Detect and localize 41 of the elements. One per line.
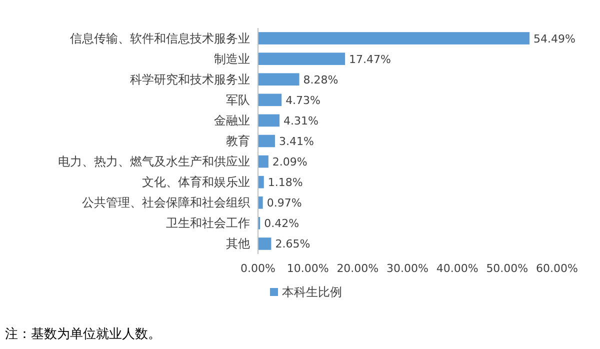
bar [258,52,346,65]
data-label: 0.97% [266,196,302,210]
bar [258,176,264,188]
bar [258,114,280,127]
x-tick-label: 20.00% [336,262,379,275]
y-tick-label: 金融业 [214,113,250,128]
y-tick-label: 信息传输、软件和信息技术服务业 [70,31,250,46]
y-tick-label: 军队 [226,92,250,107]
bar [258,134,275,148]
y-tick-label: 教育 [226,134,250,148]
data-label: 1.18% [268,176,303,190]
x-tick-label: 0.00% [240,262,276,275]
data-label: 54.49% [534,32,576,46]
y-tick-label: 文化、体育和娱乐业 [142,175,250,190]
text: 注：基数为单位就业人数。 [5,327,161,342]
bar [258,155,268,168]
bar [258,73,300,86]
data-label: 0.42% [264,217,300,230]
y-tick-label: 公共管理、社会保障和社会组织 [82,196,250,210]
bar [258,94,282,106]
data-label: 4.73% [286,94,321,107]
y-tick-label: 制造业 [214,52,250,66]
x-tick-label: 10.00% [286,262,329,275]
x-tick-label: 50.00% [486,262,528,275]
y-tick-label: 电力、热力、燃气及水生产和供应业 [58,154,250,169]
data-label: 17.47% [349,52,392,66]
y-tick-label: 其他 [226,236,250,251]
data-label: 2.09% [272,156,308,169]
x-tick-label: 60.00% [536,262,578,275]
bar [258,32,530,44]
bar [258,196,263,209]
x-tick-label: 40.00% [436,262,478,275]
bar [258,238,272,250]
y-tick-label: 科学研究和技术服务业 [130,72,250,86]
data-label: 8.28% [303,73,338,86]
data-label: 3.41% [278,135,314,148]
legend-label: 本科生比例 [282,285,342,299]
y-tick-label: 卫生和社会工作 [166,216,250,230]
x-tick-label: 30.00% [386,262,428,275]
data-label: 2.65% [275,238,310,251]
data-label: 4.31% [283,114,318,128]
